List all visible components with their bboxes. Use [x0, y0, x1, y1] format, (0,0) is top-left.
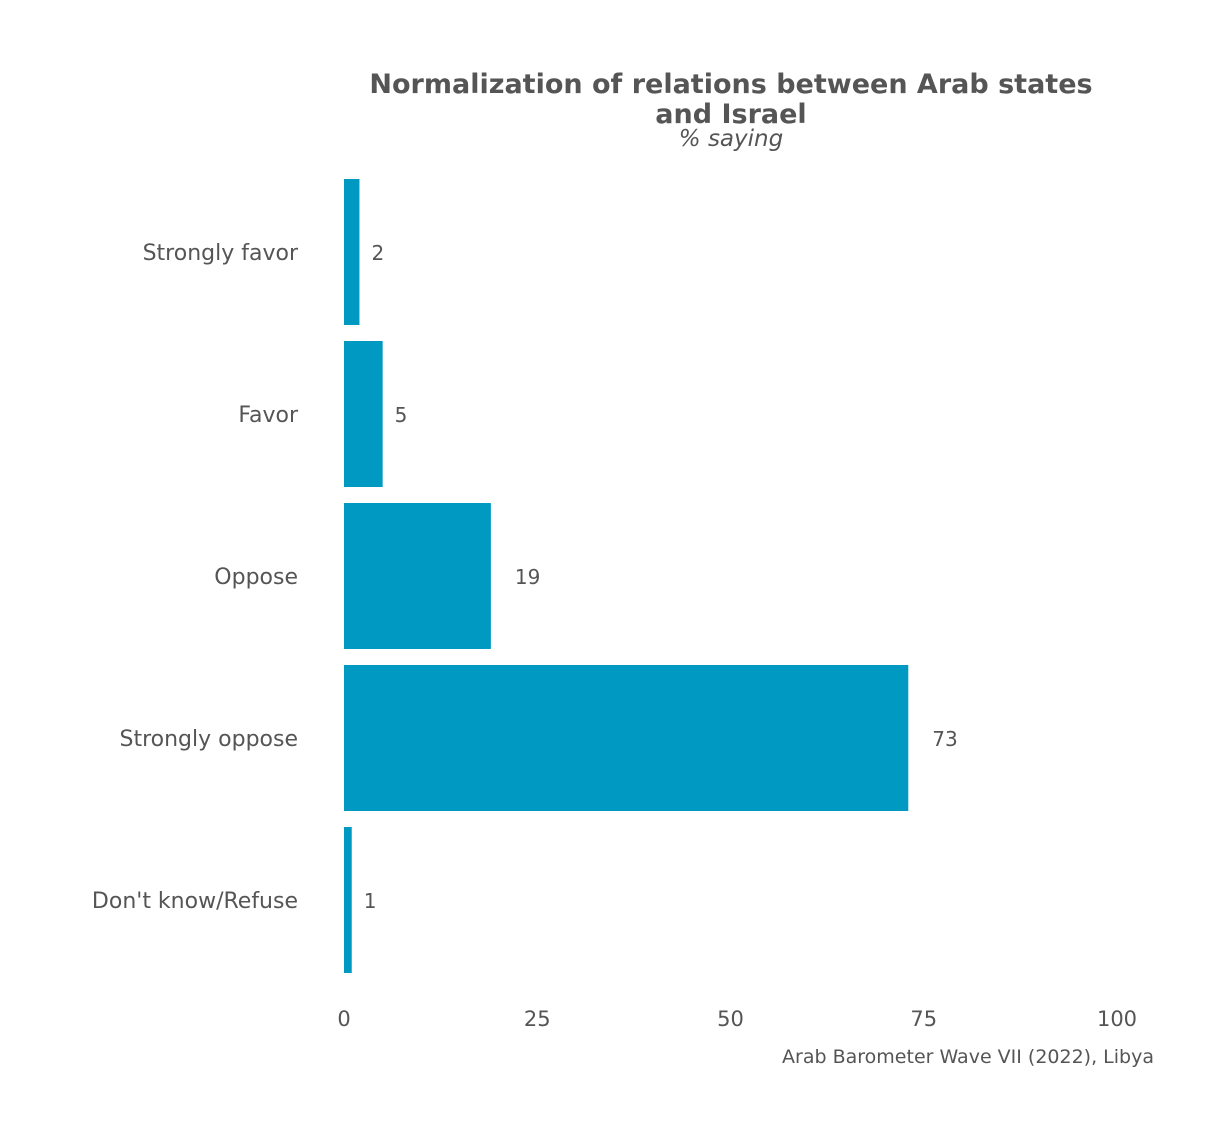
bar-strongly-favor [344, 179, 360, 325]
category-label-strongly-oppose: Strongly oppose [120, 727, 299, 752]
category-label-favor: Favor [238, 403, 299, 428]
data-label-don-t-know-refuse: 1 [364, 889, 377, 913]
category-label-don-t-know-refuse: Don't know/Refuse [92, 889, 298, 914]
chart-caption: Arab Barometer Wave VII (2022), Libya [782, 1046, 1154, 1068]
bar-don-t-know-refuse [344, 827, 352, 973]
x-tick-label-0: 0 [337, 1007, 350, 1031]
data-label-oppose: 19 [515, 565, 540, 589]
bar-strongly-oppose [344, 665, 909, 811]
x-tick-label-50: 50 [717, 1007, 744, 1031]
data-label-strongly-oppose: 73 [932, 727, 957, 751]
x-tick-label-100: 100 [1097, 1007, 1137, 1031]
data-label-favor: 5 [395, 403, 408, 427]
bar-oppose [344, 503, 491, 649]
category-label-oppose: Oppose [214, 565, 298, 590]
chart-title: Normalization of relations between Arab … [369, 69, 1093, 130]
bar-favor [344, 341, 383, 487]
chart-subtitle: % saying [678, 126, 784, 152]
category-label-strongly-favor: Strongly favor [143, 241, 299, 266]
data-label-strongly-favor: 2 [371, 241, 384, 265]
x-tick-label-75: 75 [910, 1007, 937, 1031]
x-tick-label-25: 25 [524, 1007, 551, 1031]
